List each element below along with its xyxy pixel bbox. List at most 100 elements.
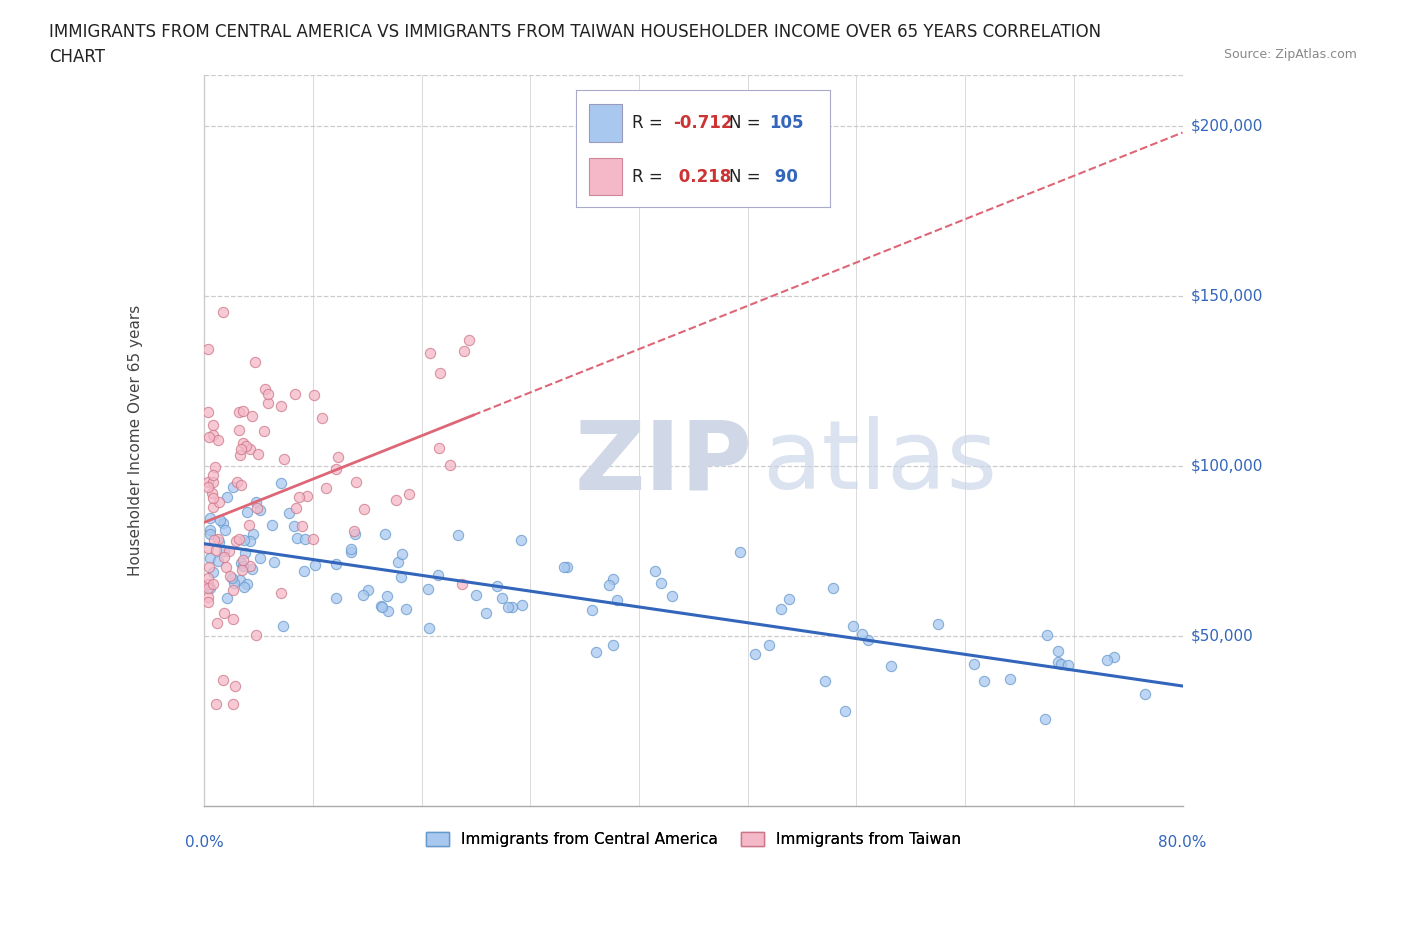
Point xyxy=(451,577,474,591)
Point xyxy=(291,518,314,533)
Point xyxy=(263,555,285,570)
Point xyxy=(851,627,873,642)
Point xyxy=(856,632,879,647)
Point xyxy=(294,532,316,547)
Point xyxy=(353,501,375,516)
Point xyxy=(510,597,533,612)
Point xyxy=(202,499,225,514)
Point xyxy=(217,590,239,604)
Point xyxy=(228,405,250,419)
Point xyxy=(1033,711,1056,726)
Point xyxy=(389,570,412,585)
Point xyxy=(1102,649,1125,664)
Point xyxy=(197,341,219,356)
Point xyxy=(201,576,224,591)
Point xyxy=(201,467,224,482)
Point xyxy=(201,490,224,505)
Point xyxy=(200,523,222,538)
Point xyxy=(352,587,374,602)
Point xyxy=(963,657,986,671)
Point xyxy=(398,486,420,501)
Point xyxy=(973,674,995,689)
Point xyxy=(225,474,247,489)
Point xyxy=(240,408,263,423)
Point xyxy=(927,617,949,631)
Point xyxy=(273,452,295,467)
Point xyxy=(211,304,233,319)
Point xyxy=(447,527,470,542)
Point xyxy=(260,518,283,533)
Point xyxy=(205,542,228,557)
Point xyxy=(311,410,333,425)
Point xyxy=(239,441,262,456)
Point xyxy=(491,591,513,605)
Point xyxy=(758,638,780,653)
Text: 80.0%: 80.0% xyxy=(1159,835,1206,851)
Point xyxy=(485,578,508,593)
Point xyxy=(821,580,844,595)
Point xyxy=(202,427,225,442)
Point xyxy=(395,602,418,617)
Point xyxy=(325,557,347,572)
Point xyxy=(249,551,271,565)
Point xyxy=(232,552,254,567)
Point xyxy=(228,573,250,588)
Point xyxy=(215,560,238,575)
Point xyxy=(270,586,292,601)
Point xyxy=(201,475,224,490)
Point xyxy=(235,546,257,561)
Point xyxy=(247,446,270,461)
Point xyxy=(239,558,262,573)
Point xyxy=(215,490,238,505)
Point xyxy=(418,621,440,636)
Point xyxy=(374,526,396,541)
Point xyxy=(232,404,254,418)
Point xyxy=(238,534,260,549)
Point xyxy=(1095,652,1118,667)
Point xyxy=(357,582,380,597)
Text: CHART: CHART xyxy=(49,48,105,66)
Legend: Immigrants from Central America, Immigrants from Taiwan: Immigrants from Central America, Immigra… xyxy=(420,826,967,854)
Point xyxy=(1047,644,1070,658)
Point xyxy=(254,381,277,396)
Point xyxy=(464,588,486,603)
Point xyxy=(198,430,221,445)
Point xyxy=(208,535,231,550)
Point xyxy=(416,581,439,596)
Point xyxy=(661,589,683,604)
Point xyxy=(229,442,252,457)
Point xyxy=(387,554,409,569)
Point xyxy=(222,480,245,495)
Text: $150,000: $150,000 xyxy=(1191,289,1264,304)
Point xyxy=(1057,658,1080,672)
Point xyxy=(225,534,247,549)
Text: $50,000: $50,000 xyxy=(1191,629,1254,644)
Point xyxy=(377,604,399,618)
Point xyxy=(222,582,245,597)
Point xyxy=(240,562,263,577)
Point xyxy=(474,605,496,620)
Point xyxy=(200,551,222,565)
Text: ZIP: ZIP xyxy=(574,417,752,510)
Point xyxy=(245,355,267,370)
Point xyxy=(581,603,603,618)
Point xyxy=(201,418,224,432)
Point xyxy=(207,553,229,568)
Point xyxy=(728,545,751,560)
Text: $100,000: $100,000 xyxy=(1191,458,1264,474)
Point xyxy=(427,441,450,456)
Point xyxy=(212,605,235,620)
Point xyxy=(284,500,307,515)
Point xyxy=(270,399,292,414)
Point xyxy=(650,576,672,591)
Point xyxy=(328,450,350,465)
Text: 0.0%: 0.0% xyxy=(184,835,224,851)
Point xyxy=(197,559,219,574)
Point xyxy=(222,576,245,591)
Point xyxy=(221,697,243,711)
Point xyxy=(200,526,222,541)
Point xyxy=(204,459,226,474)
Point xyxy=(391,547,413,562)
Point xyxy=(249,503,271,518)
Point xyxy=(229,555,252,570)
